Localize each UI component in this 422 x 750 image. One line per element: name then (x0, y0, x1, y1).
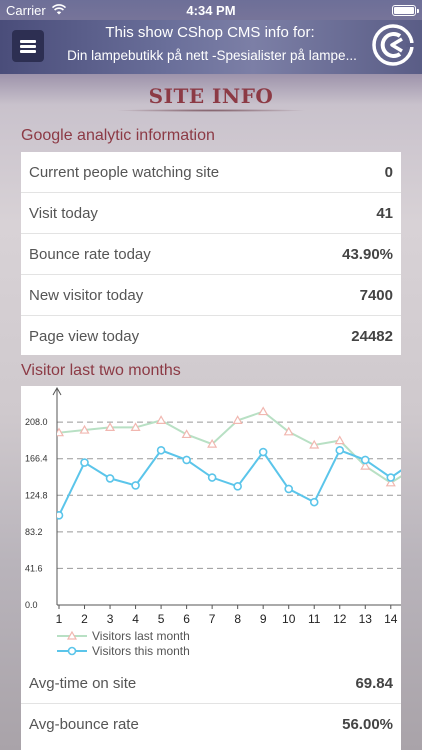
data-point (80, 458, 89, 467)
title-divider (115, 109, 307, 112)
data-point (57, 511, 64, 520)
data-point (258, 406, 269, 416)
stat-label: Avg-time on site (29, 675, 137, 692)
y-tick-label: 208.0 (25, 417, 48, 427)
x-tick-label: 7 (209, 612, 216, 626)
analytics-section-title: Google analytic information (21, 127, 215, 144)
y-tick-label: 41.6 (25, 563, 43, 573)
nav-title: This show CShop CMS info for: (105, 24, 315, 41)
stat-row-avg-time: Avg-time on site 69.84 (21, 663, 401, 704)
x-tick-label: 6 (183, 612, 190, 626)
data-point (182, 455, 191, 465)
stat-value: 7400 (359, 287, 393, 304)
data-point (156, 445, 166, 455)
y-tick-label: 0.0 (25, 600, 38, 610)
data-point (131, 481, 140, 490)
data-point (309, 497, 319, 507)
stat-label: New visitor today (29, 287, 144, 304)
stat-row-avg-bounce: Avg-bounce rate 56.00% (21, 704, 401, 745)
visitors-section-title: Visitor last two months (21, 362, 181, 379)
stat-row-new-visitor: New visitor today 7400 (21, 275, 401, 316)
visitors-chart-card: 0.0 41.6 83.2 124.8 166.4 208.0 1 2 3 4 5 6 7 8 9 10 11 1… (21, 386, 401, 663)
x-tick-label: 11 (308, 612, 321, 626)
stat-value: 24482 (351, 328, 393, 345)
clock: 4:34 PM (186, 3, 236, 18)
stat-value: 56.00% (342, 716, 393, 733)
status-bar: Carrier 4:34 PM (0, 0, 422, 20)
y-axis-arrow (52, 386, 62, 396)
x-tick-label: 14 (384, 612, 398, 626)
data-point (130, 422, 141, 432)
x-tick-label: 4 (132, 612, 139, 626)
carrier-label: Carrier (6, 3, 46, 18)
cshop-logo-icon[interactable] (370, 22, 416, 68)
battery-icon (392, 5, 419, 16)
data-point (284, 484, 294, 494)
x-tick-label: 10 (282, 612, 296, 626)
x-tick-label: 8 (234, 612, 241, 626)
page-title: SITE INFO (148, 84, 274, 108)
data-point (105, 474, 115, 483)
legend-label: Visitors last month (92, 629, 190, 643)
stat-value: 0 (384, 164, 393, 181)
legend-marker (67, 646, 77, 656)
stat-row-bounce-rate: Bounce rate today 43.90% (21, 234, 401, 275)
data-point (232, 415, 243, 424)
data-point (57, 427, 65, 437)
series-line (58, 449, 401, 516)
hamburger-icon (20, 40, 36, 43)
data-point (386, 473, 396, 482)
menu-button[interactable] (12, 30, 44, 62)
analytics-card: Current people watching site 0 Visit tod… (21, 152, 401, 355)
data-point (309, 439, 320, 449)
stat-row-current-watching: Current people watching site 0 (21, 152, 401, 193)
stat-label: Visit today (29, 205, 98, 222)
data-point (335, 445, 345, 455)
data-point (181, 429, 192, 439)
data-point (233, 482, 242, 491)
series-group (57, 406, 401, 520)
data-point (360, 460, 371, 470)
wifi-icon (52, 4, 66, 15)
y-tick-label: 166.4 (25, 454, 48, 464)
y-tick-label: 124.8 (25, 490, 48, 500)
stat-row-page-view: Page view today 24482 (21, 316, 401, 357)
data-point (385, 477, 396, 487)
x-tick-label: 3 (107, 612, 114, 626)
data-point (156, 415, 167, 424)
x-tick-label: 9 (260, 612, 267, 626)
x-tick-label: 5 (158, 612, 165, 626)
data-point (105, 422, 116, 432)
nav-bar: This show CShop CMS info for: Din lampeb… (0, 20, 422, 74)
summary-card: Avg-time on site 69.84 Avg-bounce rate 5… (21, 663, 401, 750)
stat-value: 43.90% (342, 246, 393, 263)
legend-label: Visitors this month (92, 644, 190, 658)
x-tick-label: 1 (56, 612, 63, 626)
stat-value: 69.84 (355, 675, 393, 692)
data-point (79, 424, 90, 434)
data-point (334, 435, 345, 445)
stat-label: Page view today (29, 328, 140, 345)
data-point (207, 473, 217, 482)
stat-row-visit-today: Visit today 41 (21, 193, 401, 234)
legend-marker (66, 630, 78, 640)
data-point (360, 455, 370, 465)
stat-value: 41 (376, 205, 393, 222)
x-tick-label: 12 (333, 612, 347, 626)
data-point (207, 438, 218, 448)
stat-label: Avg-bounce rate (29, 716, 139, 733)
stat-label: Bounce rate today (29, 246, 151, 263)
data-point (283, 426, 294, 436)
stat-label: Current people watching site (29, 164, 220, 181)
nav-subtitle: Din lampebutikk på nett -Spesialister på… (67, 48, 357, 63)
y-tick-label: 83.2 (25, 527, 43, 537)
data-point (258, 447, 268, 457)
x-tick-label: 13 (359, 612, 373, 626)
x-tick-label: 2 (81, 612, 88, 626)
